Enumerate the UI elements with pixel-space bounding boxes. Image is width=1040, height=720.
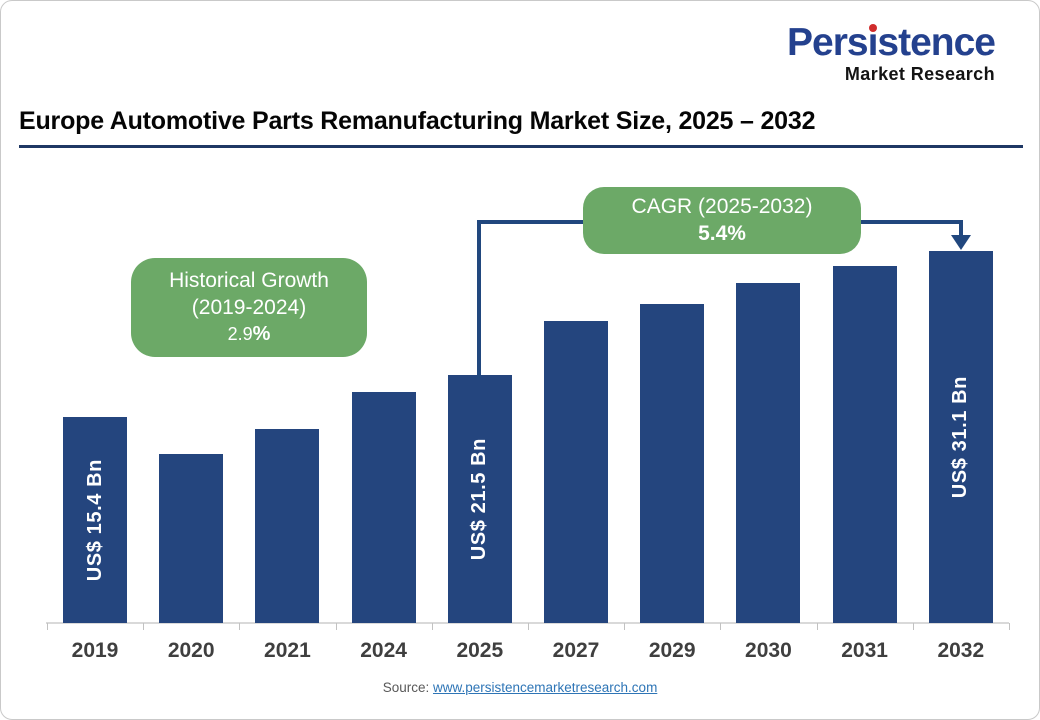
brand-name-pre: Pers — [787, 21, 869, 64]
x-axis-tick — [46, 623, 48, 630]
bar-2029 — [640, 304, 705, 623]
historical-growth-range: (2019-2024) — [191, 295, 307, 319]
bar-2021 — [255, 429, 320, 623]
brand-subtitle: Market Research — [844, 64, 995, 84]
x-axis-label-2025: 2025 — [456, 639, 504, 662]
bar-value-label-2019: US$ 15.4 Bn — [83, 458, 106, 582]
bar-2032: US$ 31.1 Bn — [928, 251, 993, 623]
x-axis-tick — [431, 623, 433, 630]
x-axis-tick — [1008, 623, 1010, 630]
source-link[interactable]: www.persistencemarketresearch.com — [432, 680, 658, 695]
x-axis-line — [46, 622, 1009, 624]
x-axis-tick — [143, 623, 145, 630]
cagr-value: 5.4% — [698, 221, 746, 245]
historical-growth-title: Historical Growth — [169, 269, 329, 293]
bar-2019: US$ 15.4 Bn — [63, 417, 127, 623]
x-axis-label-2029: 2029 — [648, 639, 696, 662]
bar-2020 — [159, 454, 224, 623]
cagr-bracket-right-line — [959, 222, 963, 237]
x-axis-tick — [912, 623, 914, 630]
brand-logo: Persıstence Market Research — [787, 21, 996, 84]
brand-i-red-dot-icon: ı — [867, 21, 879, 64]
bar-2030 — [736, 283, 801, 623]
x-axis-label-2031: 2031 — [841, 639, 888, 662]
page-title: Europe Automotive Parts Remanufacturing … — [19, 107, 816, 135]
bar-2024 — [351, 392, 416, 623]
x-axis-tick — [624, 623, 626, 630]
title-underline — [19, 145, 1023, 148]
bar-2031 — [832, 266, 897, 623]
x-axis-tick — [816, 623, 818, 630]
cagr-callout: CAGR (2025-2032) 5.4% — [583, 187, 861, 254]
x-axis-label-2020: 2020 — [167, 639, 215, 662]
arrow-down-icon — [951, 235, 971, 250]
bar-value-label-2025: US$ 21.5 Bn — [468, 437, 491, 561]
x-axis-label-2032: 2032 — [937, 639, 985, 662]
x-axis-label-2021: 2021 — [264, 639, 311, 662]
bar-2027 — [544, 321, 608, 623]
cagr-bracket-left-line — [477, 220, 481, 379]
x-axis-label-2030: 2030 — [745, 639, 792, 662]
source-line: Source: www.persistencemarketresearch.co… — [1, 680, 1039, 695]
x-axis-tick — [527, 623, 529, 630]
x-axis-tick — [335, 623, 337, 630]
x-axis-label-2024: 2024 — [360, 639, 407, 662]
x-axis-label-2027: 2027 — [552, 639, 600, 662]
historical-growth-callout: Historical Growth (2019-2024) 2.9% — [131, 258, 367, 357]
bar-value-label-2032: US$ 31.1 Bn — [949, 375, 972, 499]
source-prefix: Source: — [382, 680, 430, 695]
x-axis-label-2019: 2019 — [71, 639, 119, 662]
brand-name-post: stence — [877, 21, 996, 64]
cagr-title: CAGR (2025-2032) — [631, 194, 813, 218]
brand-name: Persıstence — [787, 21, 996, 64]
x-axis-tick — [239, 623, 241, 630]
x-axis-tick — [720, 623, 722, 630]
bar-2025: US$ 21.5 Bn — [447, 375, 512, 623]
historical-growth-value: 2.9% — [227, 322, 271, 345]
